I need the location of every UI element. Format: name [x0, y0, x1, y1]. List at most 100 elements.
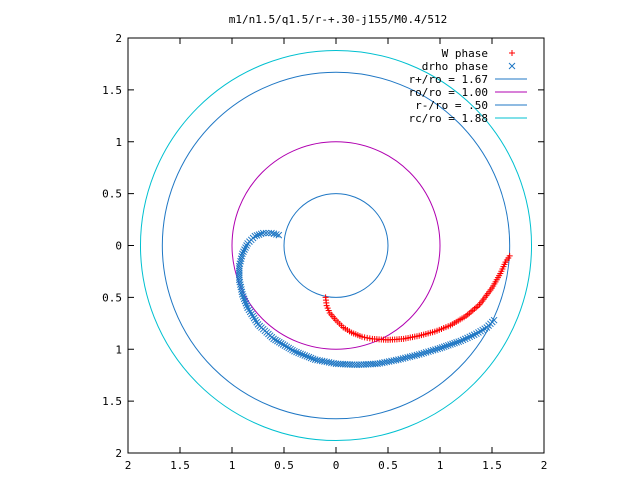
y-tick-label: 1 [115, 136, 122, 149]
y-tick-label: 1 [115, 343, 122, 356]
data-point [447, 341, 454, 348]
data-point [289, 346, 296, 354]
data-point [238, 288, 246, 296]
data-point [309, 355, 317, 363]
data-point [283, 343, 291, 351]
y-tick-label: 2 [115, 447, 122, 460]
data-point [293, 348, 300, 356]
y-tick-label: 2 [115, 32, 122, 45]
circle-r-1_88 [139, 49, 533, 442]
y-tick-label: 0.5 [102, 291, 122, 304]
chart-title: m1/n1.5/q1.5/r-+.30-j155/M0.4/512 [229, 13, 448, 26]
x-tick-label: 0.5 [274, 459, 294, 472]
x-tick-label: 1 [437, 459, 444, 472]
data-point [277, 340, 285, 347]
data-point [427, 347, 435, 355]
x-tick-label: 2 [125, 459, 132, 472]
x-tick-label: 1 [229, 459, 236, 472]
data-point [297, 350, 304, 358]
y-tick-label: 0 [115, 240, 122, 253]
data-point [459, 336, 467, 344]
legend-label: rc/ro = 1.88 [409, 112, 488, 125]
x-tick-label: 2 [541, 459, 548, 472]
data-point [241, 246, 248, 254]
data-point [257, 230, 265, 238]
data-point [506, 252, 513, 259]
data-point [466, 333, 474, 341]
data-point [457, 337, 465, 345]
x-tick-label: 0 [333, 459, 340, 472]
circle-r-1 [231, 141, 441, 350]
x-tick-label: 1.5 [482, 459, 502, 472]
data-point [361, 334, 368, 341]
legend-label: r+/ro = 1.67 [409, 73, 488, 86]
data-point [438, 344, 446, 351]
circle-r-0_5 [283, 193, 389, 298]
data-point [287, 345, 294, 353]
data-point [275, 231, 283, 239]
data-point [281, 342, 289, 350]
data-point [259, 229, 267, 237]
data-point [239, 250, 246, 258]
data-point [273, 231, 280, 238]
data-point [270, 335, 277, 343]
data-point [420, 349, 428, 357]
data-point [455, 338, 463, 346]
data-point [237, 255, 245, 263]
data-point [243, 302, 251, 309]
data-point [307, 354, 315, 362]
data-point [366, 335, 373, 342]
data-point [436, 344, 444, 352]
data-point [239, 293, 247, 300]
data-point [451, 339, 458, 347]
data-point [238, 252, 246, 260]
data-point [470, 331, 478, 339]
data-point [440, 343, 448, 351]
data-point [468, 332, 476, 340]
circle-r-1_67 [161, 71, 511, 420]
y-tick-label: 1.5 [102, 395, 122, 408]
data-point [268, 229, 275, 237]
legend-label: drho phase [422, 60, 488, 73]
data-point [461, 335, 469, 343]
legend-label: W phase [442, 47, 488, 60]
data-series [235, 229, 513, 369]
legend-marker [508, 62, 516, 70]
series-drho-phase [235, 229, 498, 369]
data-point [490, 316, 498, 324]
data-point [442, 342, 450, 350]
series-w-phase [322, 252, 513, 343]
data-point [237, 257, 244, 265]
data-point [422, 349, 430, 356]
data-point [303, 352, 311, 360]
data-point [359, 333, 365, 340]
data-point [305, 353, 313, 361]
data-point [299, 351, 307, 358]
legend-label: r-/ro = .50 [415, 99, 488, 112]
data-point [240, 295, 248, 303]
data-point [415, 351, 423, 358]
y-tick-label: 0.5 [102, 188, 122, 201]
data-point [425, 348, 432, 356]
data-point [429, 346, 437, 354]
x-tick-label: 1.5 [170, 459, 190, 472]
data-point [444, 341, 452, 349]
data-point [255, 231, 263, 238]
data-point [285, 344, 293, 352]
data-point [244, 240, 251, 247]
data-point [239, 290, 246, 298]
data-point [242, 299, 250, 307]
data-point [301, 352, 309, 359]
data-point [265, 229, 273, 237]
axis-ticks: 2 1.5 1 0.5 0 0.5 1 1.5 221.510.500.511.52 [102, 32, 547, 472]
data-point [253, 232, 261, 239]
data-point [275, 338, 283, 346]
legend-marker [509, 50, 515, 56]
data-point [434, 345, 442, 353]
data-point [449, 340, 456, 348]
data-point [272, 336, 279, 344]
legend-label: ro/ro = 1.00 [409, 86, 488, 99]
data-point [418, 350, 425, 358]
